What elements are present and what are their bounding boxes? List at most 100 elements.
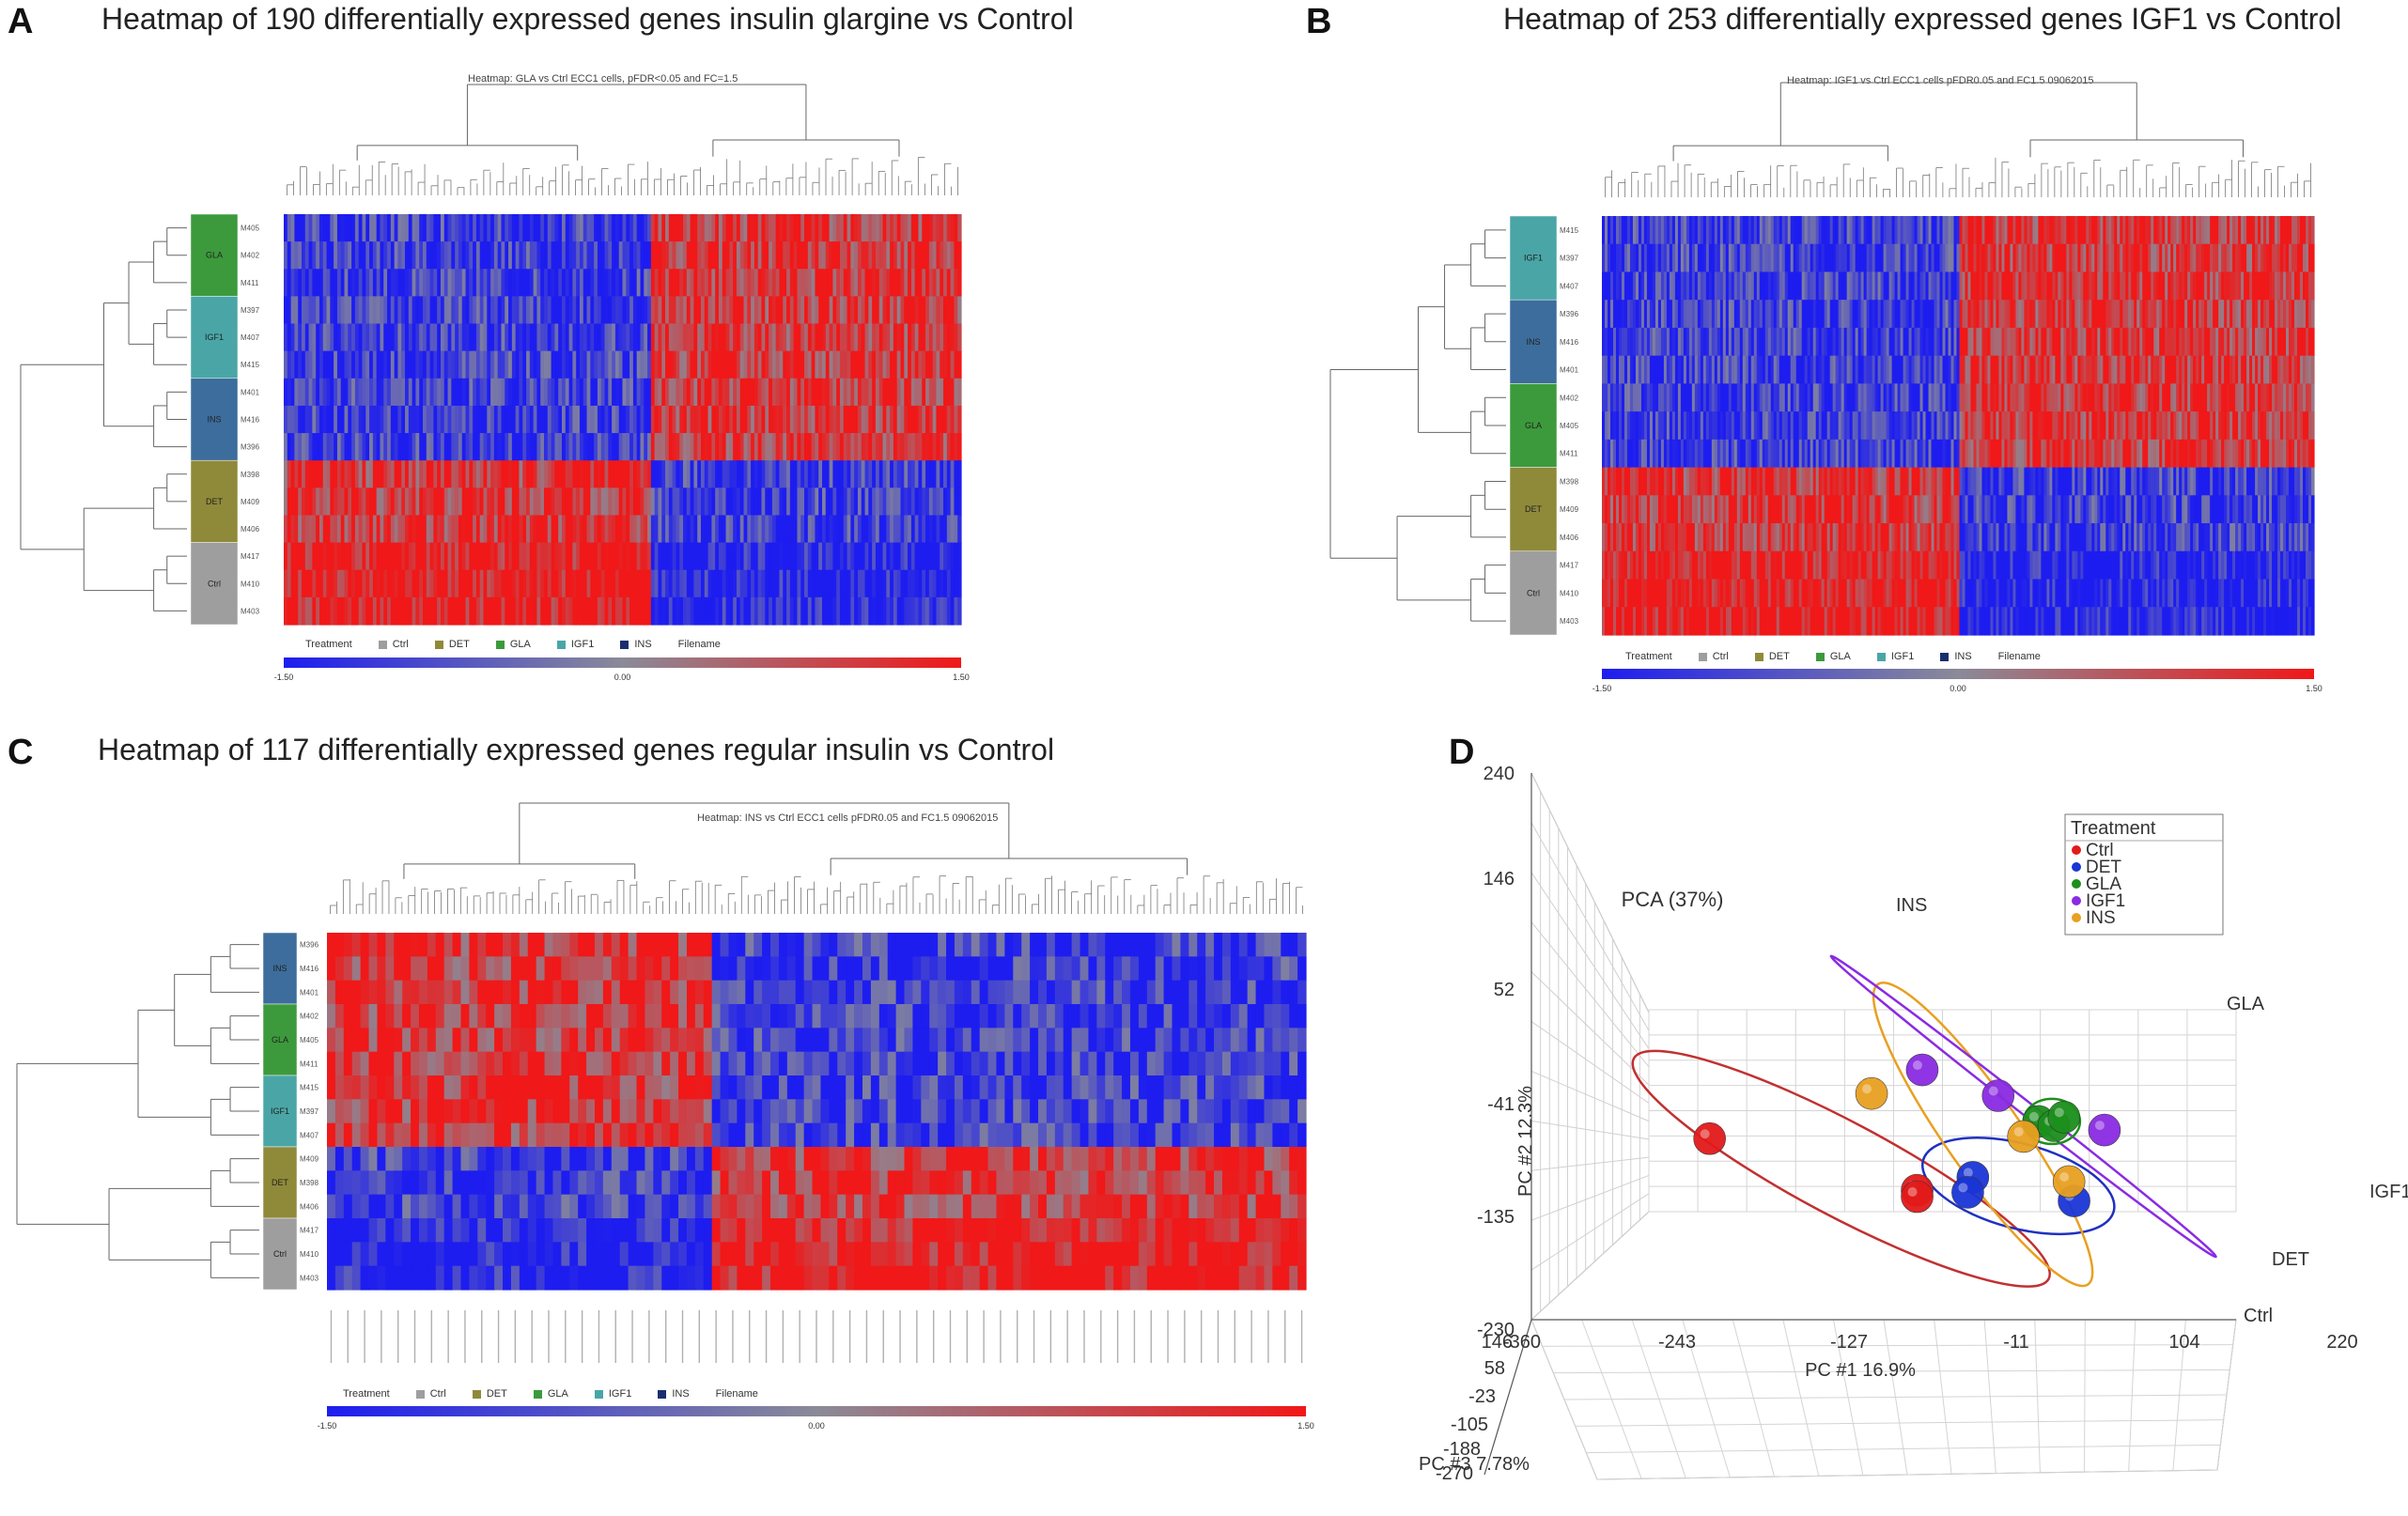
heatmap-cell [554, 515, 559, 544]
heatmap-cell [568, 323, 573, 352]
heatmap-cell [629, 269, 634, 297]
heatmap-cell [886, 378, 891, 407]
heatmap-cell [1900, 271, 1904, 301]
heatmap-cell [2120, 355, 2123, 384]
heatmap-cell [1849, 216, 1854, 245]
heatmap-cell [822, 269, 827, 297]
heatmap-cell [761, 378, 766, 407]
heatmap-cell [1877, 411, 1882, 441]
heatmap-cell [1759, 383, 1763, 412]
heatmap-cell [2128, 355, 2132, 384]
heatmap-cell [2072, 271, 2075, 301]
heatmap-cell [1956, 243, 1961, 273]
heatmap-cell [1801, 300, 1806, 329]
heatmap-cell [526, 515, 531, 544]
heatmap-cell [825, 515, 831, 544]
heatmap-cell [597, 323, 602, 352]
heatmap-cell [839, 241, 845, 270]
heatmap-cell [775, 296, 781, 325]
heatmap-cell [397, 460, 402, 488]
heatmap-cell [2167, 216, 2171, 245]
heatmap-cell [334, 350, 338, 379]
heatmap-cell [597, 542, 602, 571]
heatmap-cell [861, 214, 866, 242]
heatmap-cell [2215, 327, 2219, 357]
heatmap-cell [725, 296, 730, 325]
heatmap-cell [847, 405, 851, 434]
heatmap-cell [847, 542, 851, 571]
heatmap-cell [2235, 243, 2239, 273]
heatmap-cell [704, 487, 709, 517]
heatmap-cell [1618, 411, 1623, 441]
heatmap-cell [1880, 355, 1885, 384]
heatmap-cell [365, 378, 370, 407]
heatmap-cell [390, 214, 396, 242]
heatmap-cell [1660, 271, 1665, 301]
heatmap-cell [1804, 216, 1809, 245]
heatmap-cell [747, 405, 752, 434]
heatmap-cell [765, 241, 769, 270]
heatmap-cell [2151, 327, 2154, 357]
heatmap-cell [2125, 271, 2129, 301]
heatmap-cell [2114, 243, 2118, 273]
heatmap-cell [1804, 355, 1809, 384]
heatmap-cell [893, 515, 898, 544]
heatmap-cell [301, 350, 306, 379]
heatmap-cell [426, 433, 431, 461]
heatmap-cell [1612, 300, 1617, 329]
heatmap-cell [334, 378, 338, 407]
heatmap-cell [1609, 383, 1614, 412]
heatmap-cell [843, 350, 848, 379]
heatmap-cell [893, 569, 898, 598]
heatmap-cell [679, 596, 684, 626]
heatmap-cell [707, 241, 712, 270]
heatmap-cell [946, 378, 952, 407]
heatmap-cell [348, 323, 352, 352]
heatmap-cell [743, 323, 748, 352]
heatmap-cell [697, 460, 702, 488]
heatmap-cell [1891, 383, 1896, 412]
heatmap-cell [440, 296, 445, 325]
heatmap-cell [818, 296, 823, 325]
heatmap-cell [1686, 383, 1690, 412]
heatmap-cell [1956, 383, 1961, 412]
heatmap-cell [2077, 327, 2081, 357]
heatmap-cell [422, 460, 427, 488]
heatmap-cell [1883, 216, 1888, 245]
heatmap-cell [387, 433, 392, 461]
heatmap-cell [455, 269, 459, 297]
heatmap-cell [1736, 383, 1741, 412]
heatmap-cell [2263, 243, 2267, 273]
heatmap-cell [433, 596, 438, 626]
heatmap-cell [2272, 243, 2276, 273]
heatmap-cell [2269, 216, 2273, 245]
heatmap-cell [765, 323, 769, 352]
heatmap-cell [850, 542, 855, 571]
heatmap-cell [914, 296, 920, 325]
heatmap-cell [612, 214, 616, 242]
heatmap-cell [583, 378, 588, 407]
heatmap-cell [890, 460, 894, 488]
heatmap-cell [890, 214, 894, 242]
heatmap-cell [1773, 383, 1778, 412]
heatmap-cell [483, 460, 488, 488]
heatmap-cell [1945, 300, 1950, 329]
heatmap-cell [950, 405, 955, 434]
heatmap-cell [636, 569, 642, 598]
heatmap-cell [729, 350, 734, 379]
heatmap-cell [419, 460, 424, 488]
heatmap-cell [765, 460, 769, 488]
heatmap-cell [1623, 327, 1628, 357]
heatmap-cell [644, 569, 648, 598]
heatmap-cell [1857, 300, 1862, 329]
heatmap-cell [779, 487, 784, 517]
heatmap-cell [775, 596, 781, 626]
heatmap-cell [683, 350, 688, 379]
heatmap-cell [2007, 216, 2012, 245]
heatmap-cell [839, 515, 845, 544]
heatmap-cell [2162, 355, 2166, 384]
heatmap-cell [1832, 243, 1837, 273]
heatmap-cell [1984, 216, 1989, 245]
heatmap-cell [761, 214, 766, 242]
heatmap-cell [583, 323, 588, 352]
